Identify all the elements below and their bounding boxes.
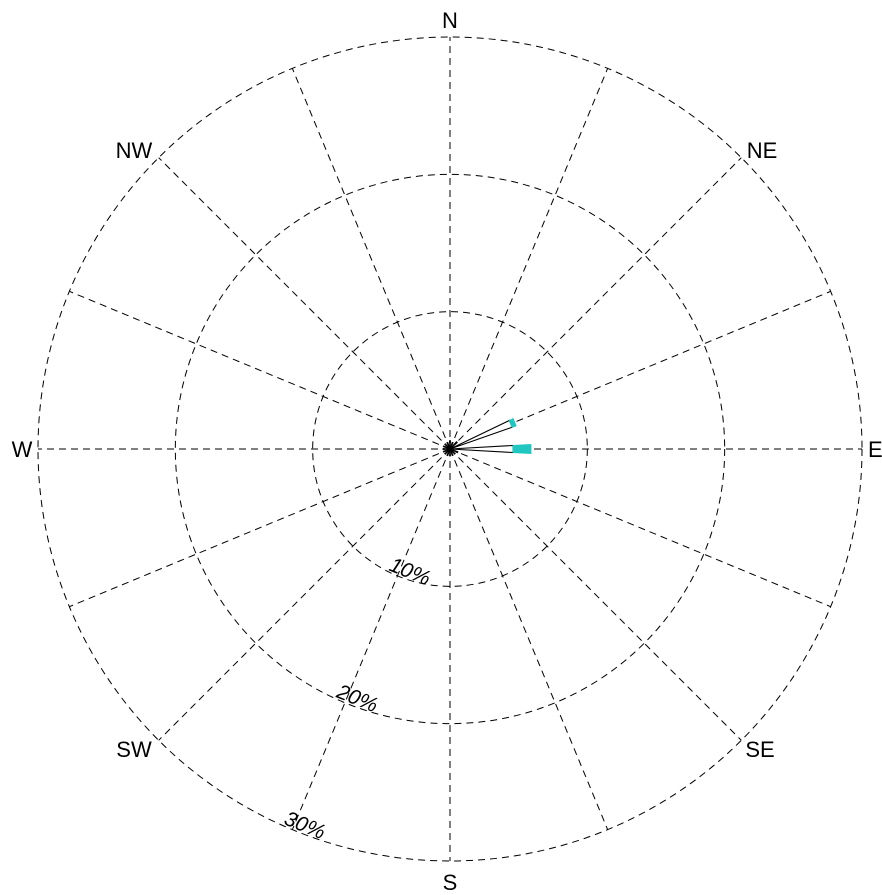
petal-ene-series-2 — [508, 417, 517, 428]
wind-petals — [442, 417, 532, 457]
petal-ene-series-1 — [449, 419, 513, 450]
polar-grid — [37, 36, 863, 862]
center-dot — [446, 445, 454, 453]
spoke-wsw — [69, 448, 451, 608]
spoke-ne — [449, 157, 742, 450]
direction-labels: N NE E SE S SW W NW — [12, 8, 882, 895]
direction-label-sw: SW — [116, 737, 152, 762]
spoke-nnw — [291, 68, 451, 450]
grid-ring-20pct — [174, 173, 726, 725]
spoke-nw — [158, 157, 451, 450]
spoke-wnw — [69, 290, 451, 450]
direction-label-ne: NE — [747, 138, 778, 163]
petal-n-series-1 — [448, 440, 452, 450]
spoke-ene — [449, 290, 831, 450]
ring-label-20pct: 20% — [333, 680, 382, 717]
ring-labels: 10%20%30% — [281, 553, 434, 844]
spoke-sse — [449, 448, 609, 830]
spoke-nne — [449, 68, 609, 450]
spoke-se — [449, 448, 742, 741]
spoke-ese — [449, 448, 831, 608]
direction-label-se: SE — [745, 737, 774, 762]
ring-label-30pct: 30% — [281, 807, 329, 844]
spoke-sw — [158, 448, 451, 741]
petal-e-series-2 — [512, 443, 532, 455]
petal-e-series-1 — [449, 444, 514, 454]
direction-label-nw: NW — [116, 138, 153, 163]
direction-label-s: S — [443, 870, 458, 895]
spoke-ssw — [291, 448, 451, 830]
direction-label-n: N — [442, 8, 458, 33]
direction-label-w: W — [12, 437, 33, 462]
direction-label-e: E — [868, 437, 882, 462]
